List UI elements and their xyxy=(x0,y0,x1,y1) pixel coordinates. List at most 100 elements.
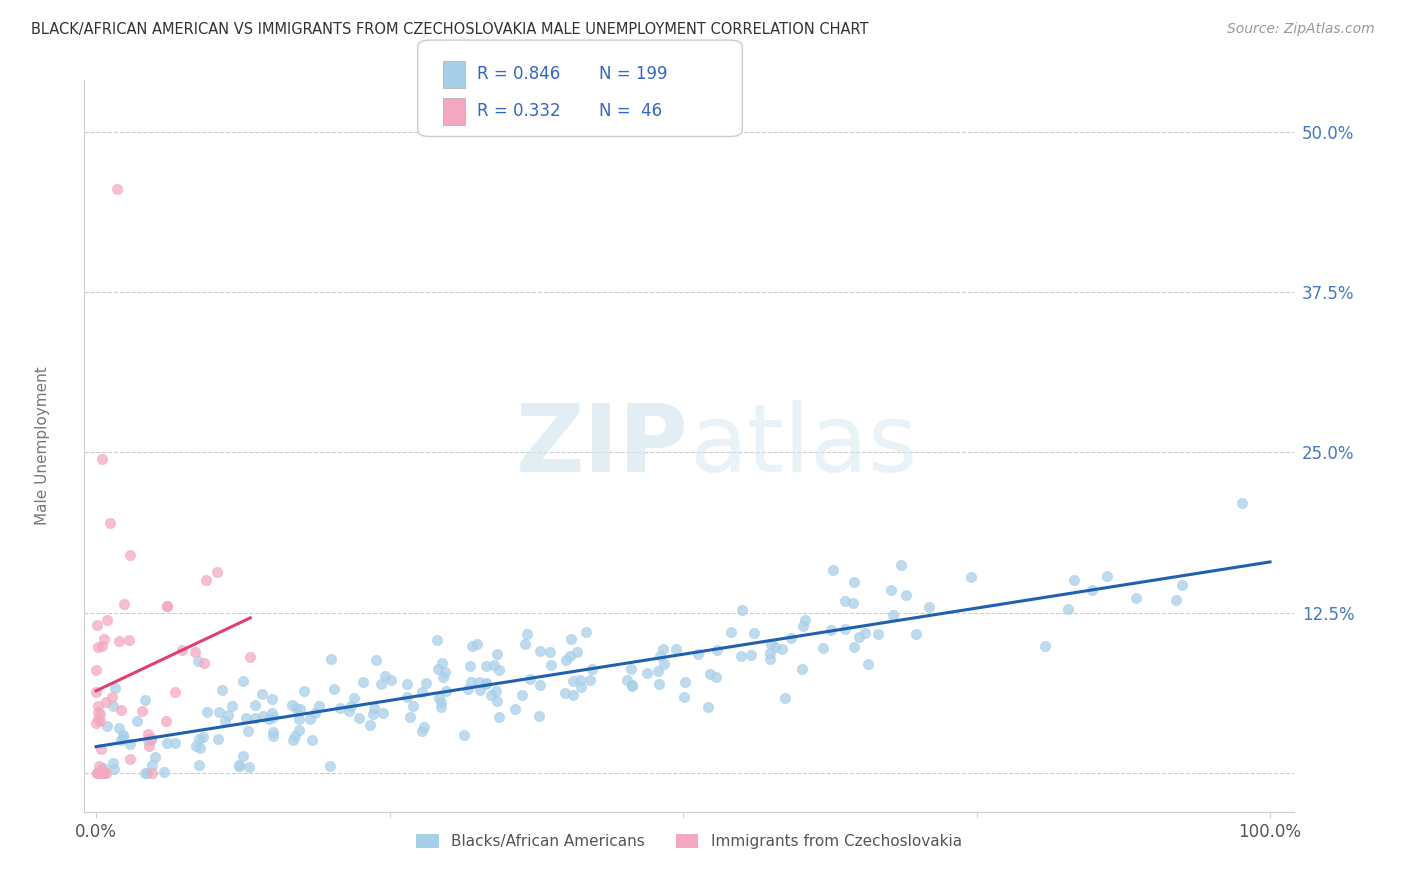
Point xyxy=(485,694,508,708)
Point xyxy=(540,657,562,672)
Point xyxy=(239,649,262,664)
Point xyxy=(880,583,903,598)
Point xyxy=(568,673,591,687)
Point xyxy=(136,726,159,740)
Point xyxy=(91,763,114,777)
Point xyxy=(96,719,118,733)
Point xyxy=(866,627,889,641)
Point xyxy=(433,665,456,679)
Point xyxy=(461,639,484,653)
Point xyxy=(648,648,671,663)
Point xyxy=(228,757,250,772)
Point xyxy=(398,710,420,724)
Point xyxy=(156,599,179,613)
Point xyxy=(529,678,551,692)
Point xyxy=(352,675,374,690)
Text: R = 0.332: R = 0.332 xyxy=(477,103,560,120)
Point xyxy=(554,685,576,699)
Point xyxy=(1056,602,1078,616)
Point xyxy=(319,759,342,773)
Point xyxy=(620,678,643,692)
Point xyxy=(581,662,603,676)
Point xyxy=(101,698,124,713)
Point xyxy=(134,692,156,706)
Point xyxy=(636,666,658,681)
Point xyxy=(395,690,418,704)
Point xyxy=(193,656,215,670)
Point xyxy=(380,673,402,687)
Text: Source: ZipAtlas.com: Source: ZipAtlas.com xyxy=(1227,22,1375,37)
Point xyxy=(475,658,498,673)
Point xyxy=(184,645,207,659)
Point xyxy=(918,599,941,614)
Point xyxy=(110,733,132,747)
Point xyxy=(770,642,793,657)
Point xyxy=(188,732,211,747)
Point xyxy=(104,681,127,695)
Point xyxy=(87,640,110,654)
Y-axis label: Male Unemployment: Male Unemployment xyxy=(35,367,51,525)
Legend: Blacks/African Americans, Immigrants from Czechoslovakia: Blacks/African Americans, Immigrants fro… xyxy=(411,828,967,855)
Point xyxy=(792,619,814,633)
Point xyxy=(396,677,419,691)
Point xyxy=(740,648,762,663)
Point xyxy=(853,625,876,640)
Point xyxy=(235,711,257,725)
Point xyxy=(894,588,917,602)
Point xyxy=(323,681,346,696)
Point xyxy=(616,673,638,687)
Point xyxy=(155,714,177,728)
Point xyxy=(304,706,326,720)
Point xyxy=(91,766,114,780)
Point xyxy=(136,766,159,780)
Point xyxy=(720,625,742,640)
Point xyxy=(904,627,927,641)
Point xyxy=(673,675,696,690)
Point xyxy=(96,766,118,780)
Point xyxy=(1095,569,1118,583)
Point xyxy=(87,713,110,727)
Point xyxy=(299,713,322,727)
Point xyxy=(474,676,496,690)
Point xyxy=(100,690,122,704)
Point xyxy=(529,643,551,657)
Point xyxy=(479,689,502,703)
Point xyxy=(163,736,186,750)
Point xyxy=(562,688,585,702)
Point xyxy=(673,690,696,705)
Point xyxy=(86,766,108,780)
Point xyxy=(262,710,284,724)
Point xyxy=(343,690,366,705)
Point xyxy=(425,632,447,647)
Point xyxy=(468,674,491,689)
Point xyxy=(284,700,307,714)
Point xyxy=(730,648,752,663)
Point xyxy=(706,643,728,657)
Point xyxy=(652,641,675,656)
Point xyxy=(118,752,141,766)
Point xyxy=(560,632,582,646)
Point xyxy=(458,658,481,673)
Point xyxy=(697,699,720,714)
Point xyxy=(731,603,754,617)
Point xyxy=(236,724,259,739)
Point xyxy=(468,682,491,697)
Point xyxy=(562,673,585,688)
Point xyxy=(90,742,112,756)
Point xyxy=(366,652,388,666)
Point xyxy=(538,645,561,659)
Point xyxy=(1125,591,1147,605)
Point xyxy=(111,730,134,744)
Point xyxy=(207,732,229,747)
Point xyxy=(411,723,433,738)
Point xyxy=(620,663,643,677)
Point xyxy=(194,573,217,587)
Point xyxy=(91,761,114,775)
Point xyxy=(648,677,671,691)
Point xyxy=(214,714,236,729)
Point xyxy=(228,759,250,773)
Point xyxy=(337,705,360,719)
Point xyxy=(110,703,132,717)
Point xyxy=(195,705,218,719)
Point xyxy=(519,672,541,686)
